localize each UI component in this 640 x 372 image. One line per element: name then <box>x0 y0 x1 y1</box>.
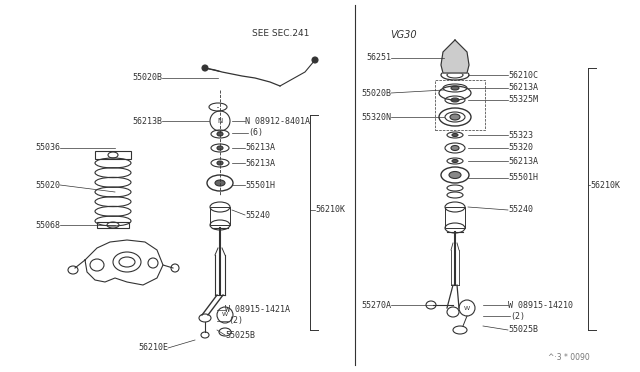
Text: 55501H: 55501H <box>508 173 538 183</box>
Bar <box>435 80 485 130</box>
Text: 55025B: 55025B <box>225 330 255 340</box>
Bar <box>97 222 129 228</box>
Text: 55323: 55323 <box>508 131 533 140</box>
Text: W 08915-14210: W 08915-14210 <box>508 301 573 310</box>
Text: 55020: 55020 <box>35 180 60 189</box>
Text: 55020B: 55020B <box>361 89 391 97</box>
Ellipse shape <box>451 145 459 151</box>
Ellipse shape <box>452 160 458 163</box>
Ellipse shape <box>452 134 458 137</box>
Text: 55270A: 55270A <box>361 301 391 310</box>
Ellipse shape <box>450 114 460 120</box>
Ellipse shape <box>202 65 208 71</box>
Text: 55036: 55036 <box>35 144 60 153</box>
Text: 56210E: 56210E <box>138 343 168 353</box>
Ellipse shape <box>217 132 223 136</box>
Text: (6): (6) <box>248 128 263 138</box>
Text: 55325M: 55325M <box>508 96 538 105</box>
Text: (2): (2) <box>228 317 243 326</box>
Text: 55240: 55240 <box>245 211 270 219</box>
Text: 55501H: 55501H <box>245 180 275 189</box>
Text: 56251: 56251 <box>366 54 391 62</box>
Bar <box>445 207 465 228</box>
Text: W 08915-1421A: W 08915-1421A <box>225 305 290 314</box>
Text: 56210K: 56210K <box>590 180 620 189</box>
Text: 55025B: 55025B <box>508 326 538 334</box>
Text: 56213A: 56213A <box>508 83 538 93</box>
Ellipse shape <box>215 180 225 186</box>
Text: W: W <box>464 305 470 311</box>
Text: 55240: 55240 <box>508 205 533 215</box>
Ellipse shape <box>451 98 459 102</box>
Text: SEE SEC.241: SEE SEC.241 <box>252 29 309 38</box>
Text: 55320: 55320 <box>508 144 533 153</box>
Ellipse shape <box>217 161 223 165</box>
Ellipse shape <box>312 57 318 63</box>
Text: 56213A: 56213A <box>245 144 275 153</box>
Bar <box>210 207 230 225</box>
Text: 56213A: 56213A <box>245 158 275 167</box>
Text: N 08912-8401A: N 08912-8401A <box>245 116 310 125</box>
Text: 55020B: 55020B <box>132 74 162 83</box>
Text: 56210K: 56210K <box>315 205 345 215</box>
Text: 55068: 55068 <box>35 221 60 230</box>
Text: N: N <box>218 118 223 124</box>
Text: VG30: VG30 <box>390 30 417 40</box>
Ellipse shape <box>217 146 223 150</box>
Bar <box>95 151 131 159</box>
Text: ^·3 * 0090: ^·3 * 0090 <box>548 353 590 362</box>
Text: 56213B: 56213B <box>132 116 162 125</box>
Text: 56213A: 56213A <box>508 157 538 166</box>
Text: 55320N: 55320N <box>361 112 391 122</box>
Text: (2): (2) <box>510 311 525 321</box>
Text: W: W <box>222 312 228 317</box>
Polygon shape <box>441 40 469 73</box>
Ellipse shape <box>449 171 461 179</box>
Text: 56210C: 56210C <box>508 71 538 80</box>
Ellipse shape <box>451 86 459 90</box>
